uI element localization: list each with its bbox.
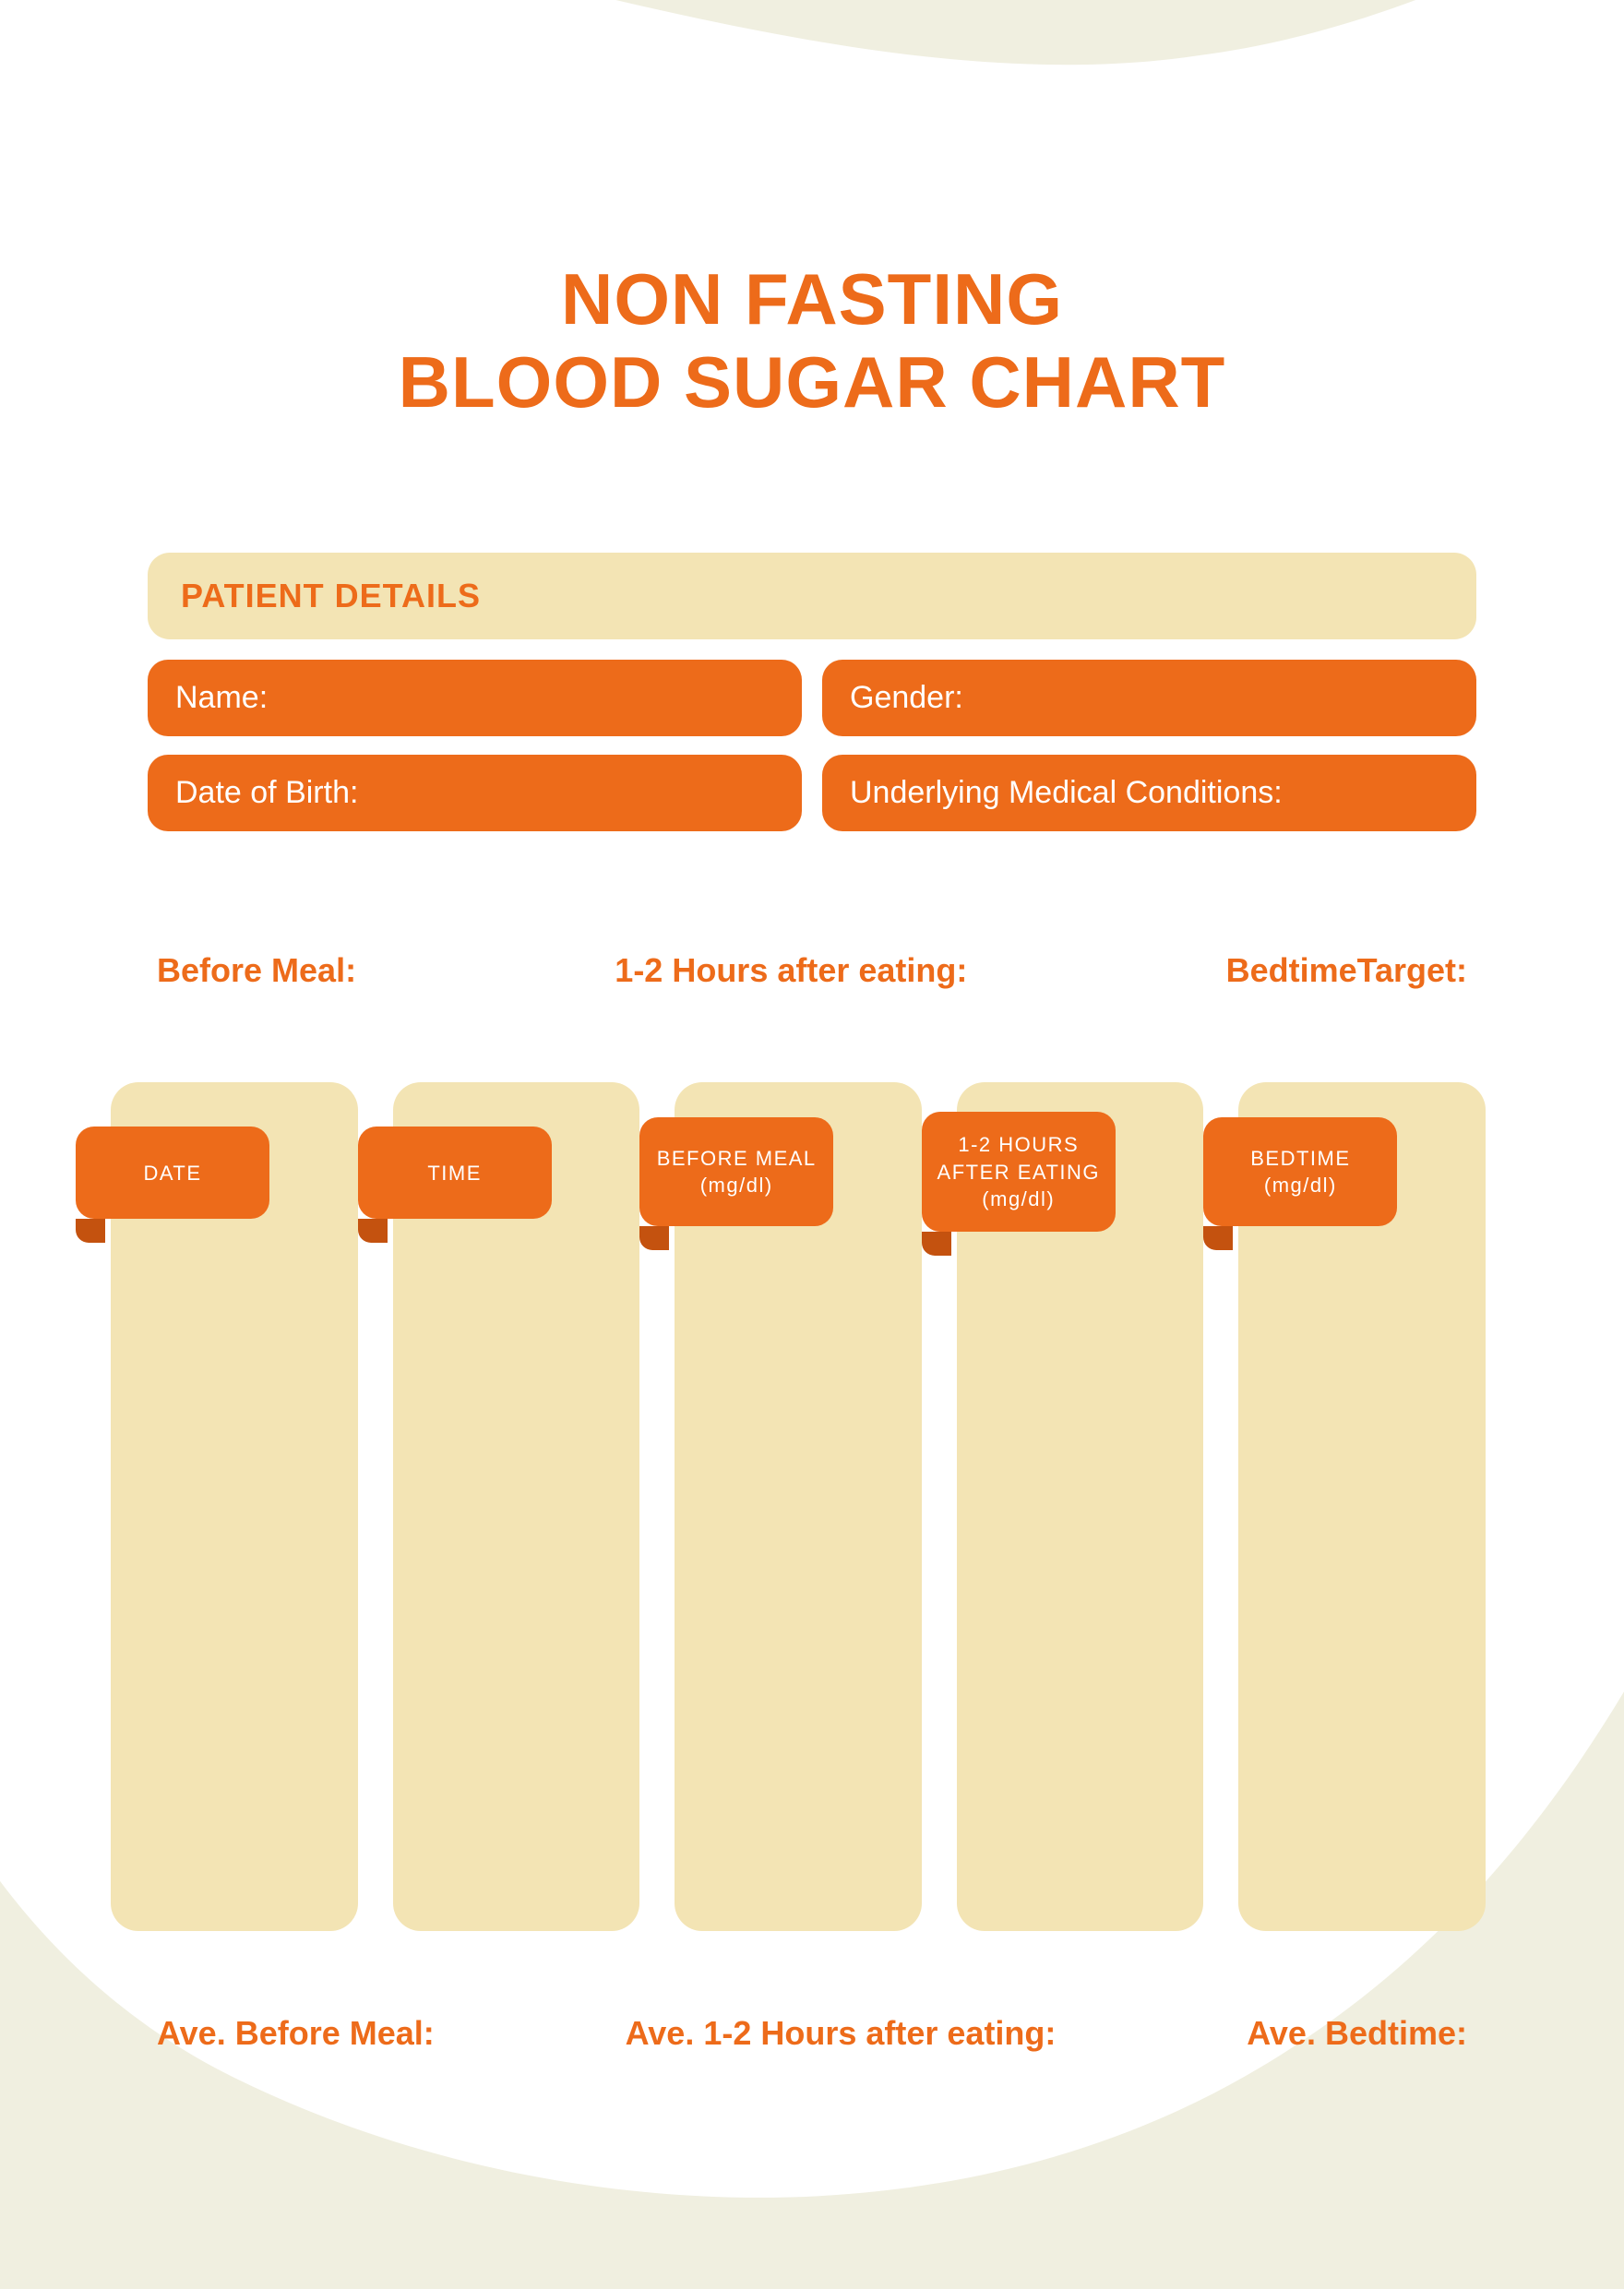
data-columns: DATE TIME BEFORE MEAL (mg/dl) 1-2 HOURS … bbox=[111, 1082, 1486, 1931]
title-line1: NON FASTING bbox=[561, 258, 1063, 340]
column-before-meal: BEFORE MEAL (mg/dl) bbox=[675, 1082, 922, 1931]
target-bedtime: BedtimeTarget: bbox=[1226, 951, 1467, 990]
page-content: NON FASTING BLOOD SUGAR CHART PATIENT DE… bbox=[0, 0, 1624, 2289]
column-date-header: DATE bbox=[76, 1127, 269, 1219]
conditions-field[interactable]: Underlying Medical Conditions: bbox=[822, 755, 1476, 831]
targets-row: Before Meal: 1-2 Hours after eating: Bed… bbox=[148, 951, 1476, 990]
column-date-tab bbox=[76, 1219, 105, 1243]
dob-field[interactable]: Date of Birth: bbox=[148, 755, 802, 831]
patient-row-2: Date of Birth: Underlying Medical Condit… bbox=[148, 755, 1476, 831]
target-after-eating: 1-2 Hours after eating: bbox=[615, 951, 967, 990]
column-bedtime-tab bbox=[1203, 1226, 1233, 1250]
column-time-tab bbox=[358, 1219, 388, 1243]
patient-details-header: PATIENT DETAILS bbox=[148, 553, 1476, 639]
column-after-eating-header: 1-2 HOURS AFTER EATING (mg/dl) bbox=[922, 1112, 1116, 1232]
target-before-meal: Before Meal: bbox=[157, 951, 356, 990]
patient-row-1: Name: Gender: bbox=[148, 660, 1476, 736]
avg-before-meal: Ave. Before Meal: bbox=[157, 2014, 435, 2053]
column-after-eating: 1-2 HOURS AFTER EATING (mg/dl) bbox=[957, 1082, 1204, 1931]
avg-bedtime: Ave. Bedtime: bbox=[1247, 2014, 1467, 2053]
column-before-meal-tab bbox=[639, 1226, 669, 1250]
averages-row: Ave. Before Meal: Ave. 1-2 Hours after e… bbox=[148, 2014, 1476, 2053]
column-time: TIME bbox=[393, 1082, 640, 1931]
column-time-header: TIME bbox=[358, 1127, 552, 1219]
gender-field[interactable]: Gender: bbox=[822, 660, 1476, 736]
page-title: NON FASTING BLOOD SUGAR CHART bbox=[148, 258, 1476, 423]
name-field[interactable]: Name: bbox=[148, 660, 802, 736]
column-bedtime: BEDTIME (mg/dl) bbox=[1238, 1082, 1486, 1931]
avg-after-eating: Ave. 1-2 Hours after eating: bbox=[626, 2014, 1057, 2053]
column-date: DATE bbox=[111, 1082, 358, 1931]
column-bedtime-header: BEDTIME (mg/dl) bbox=[1203, 1117, 1397, 1226]
title-line2: BLOOD SUGAR CHART bbox=[399, 341, 1226, 423]
column-after-eating-tab bbox=[922, 1232, 951, 1256]
column-before-meal-header: BEFORE MEAL (mg/dl) bbox=[639, 1117, 833, 1226]
